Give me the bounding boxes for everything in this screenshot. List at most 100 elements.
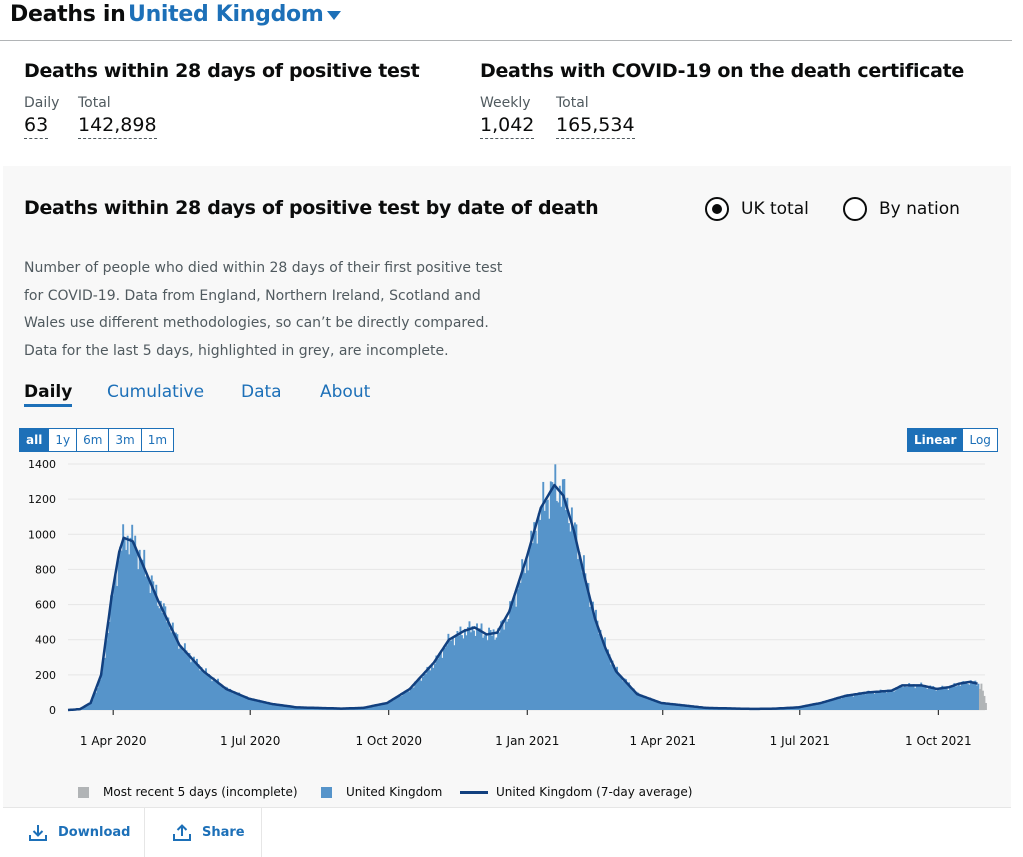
daily-bar bbox=[573, 522, 576, 710]
daily-bar bbox=[257, 699, 260, 710]
daily-bar bbox=[442, 648, 445, 710]
daily-bar bbox=[661, 702, 664, 710]
daily-bar bbox=[838, 697, 841, 710]
daily-bar bbox=[631, 689, 634, 710]
daily-bar bbox=[388, 702, 391, 710]
daily-bar bbox=[854, 694, 856, 710]
daily-bar bbox=[430, 664, 433, 710]
range-6m-button[interactable]: 6m bbox=[77, 429, 110, 451]
daily-bar bbox=[861, 694, 864, 710]
description-line: Data for the last 5 days, highlighted in… bbox=[24, 342, 449, 359]
daily-bar bbox=[626, 683, 629, 710]
daily-bar bbox=[251, 700, 254, 710]
daily-bar bbox=[438, 652, 441, 710]
daily-bar bbox=[814, 704, 817, 710]
headline-label-daily: Daily bbox=[24, 95, 60, 111]
daily-bar bbox=[268, 703, 271, 710]
headline-value-daily[interactable]: 63 bbox=[24, 113, 49, 139]
y-tick-label: 0 bbox=[49, 704, 56, 717]
headline-value-certificate-total[interactable]: 165,534 bbox=[556, 113, 635, 139]
daily-bar bbox=[855, 693, 858, 710]
daily-bar bbox=[259, 700, 262, 710]
daily-bar bbox=[221, 685, 224, 710]
share-button[interactable]: Share bbox=[172, 808, 245, 857]
scale-log-button[interactable]: Log bbox=[969, 433, 991, 447]
daily-bar bbox=[610, 664, 612, 710]
daily-bar bbox=[640, 695, 643, 710]
radio-by-nation[interactable]: By nation bbox=[843, 196, 960, 222]
daily-bar bbox=[590, 603, 593, 710]
tab-data[interactable]: Data bbox=[241, 382, 282, 402]
daily-bar bbox=[915, 685, 918, 710]
daily-bar bbox=[942, 688, 945, 710]
daily-bar bbox=[131, 524, 134, 710]
daily-bar bbox=[414, 681, 417, 710]
tab-about[interactable]: About bbox=[320, 382, 371, 402]
range-3m-button[interactable]: 3m bbox=[109, 429, 142, 451]
daily-bar bbox=[593, 615, 596, 710]
tab-cumulative[interactable]: Cumulative bbox=[107, 382, 205, 402]
daily-bar bbox=[269, 703, 272, 710]
daily-bar bbox=[123, 538, 126, 710]
daily-bar bbox=[650, 700, 653, 710]
daily-bar bbox=[476, 623, 478, 710]
daily-bar bbox=[604, 637, 606, 710]
daily-bar bbox=[287, 705, 290, 710]
daily-bar bbox=[900, 684, 903, 710]
daily-bar bbox=[418, 677, 421, 710]
daily-bar bbox=[435, 655, 438, 710]
legend-label: Most recent 5 days (incomplete) bbox=[103, 785, 298, 799]
range-1m-button[interactable]: 1m bbox=[147, 433, 168, 447]
daily-bar bbox=[205, 668, 207, 710]
daily-bar bbox=[233, 691, 236, 710]
daily-bar bbox=[969, 680, 972, 710]
daily-bar bbox=[585, 584, 588, 710]
daily-bar bbox=[840, 698, 843, 710]
daily-bar bbox=[223, 688, 225, 710]
headline-value-weekly[interactable]: 1,042 bbox=[480, 113, 535, 139]
scale-linear-button[interactable]: Linear bbox=[908, 429, 964, 451]
daily-bar bbox=[93, 694, 96, 710]
daily-bar bbox=[217, 678, 219, 710]
daily-bar bbox=[885, 692, 888, 710]
radio-button-checked[interactable] bbox=[705, 197, 729, 221]
chart-description: Number of people who died within 28 days… bbox=[24, 255, 504, 365]
radio-uk-total[interactable]: UK total bbox=[705, 196, 809, 222]
daily-bar bbox=[828, 701, 831, 710]
daily-bar bbox=[162, 603, 165, 710]
daily-bar bbox=[975, 685, 978, 710]
tab-daily[interactable]: Daily bbox=[24, 382, 73, 407]
headline-title-28-days: Deaths within 28 days of positive test bbox=[24, 60, 420, 82]
daily-bar bbox=[888, 689, 891, 710]
daily-bar bbox=[587, 583, 590, 710]
daily-bar bbox=[381, 703, 384, 710]
download-button[interactable]: Download bbox=[28, 808, 130, 857]
range-all-button[interactable]: all bbox=[20, 429, 50, 451]
daily-bar bbox=[284, 706, 287, 710]
daily-bar bbox=[537, 513, 540, 710]
daily-bar bbox=[461, 635, 463, 710]
daily-bar bbox=[857, 694, 859, 710]
share-icon bbox=[173, 823, 191, 841]
daily-bar bbox=[488, 627, 491, 710]
range-1y-button[interactable]: 1y bbox=[49, 429, 78, 451]
chevron-down-icon[interactable] bbox=[327, 11, 341, 20]
daily-bar bbox=[549, 481, 552, 710]
location-selector[interactable]: United Kingdom bbox=[128, 2, 324, 27]
radio-button-unchecked[interactable] bbox=[843, 197, 867, 221]
daily-bar bbox=[683, 705, 686, 710]
footer-divider bbox=[144, 808, 145, 857]
daily-bar bbox=[83, 707, 85, 710]
daily-bar bbox=[220, 685, 222, 710]
daily-bar bbox=[102, 661, 105, 710]
daily-bar bbox=[367, 707, 370, 710]
daily-bar bbox=[588, 606, 591, 710]
daily-bar bbox=[668, 703, 671, 710]
headline-value-total[interactable]: 142,898 bbox=[78, 113, 157, 139]
description-line: Wales use different methodologies, so ca… bbox=[24, 315, 489, 331]
daily-bar bbox=[974, 680, 977, 710]
daily-bar bbox=[400, 695, 403, 710]
daily-bar bbox=[489, 630, 492, 710]
daily-bar bbox=[164, 606, 167, 710]
daily-bar bbox=[202, 672, 204, 710]
